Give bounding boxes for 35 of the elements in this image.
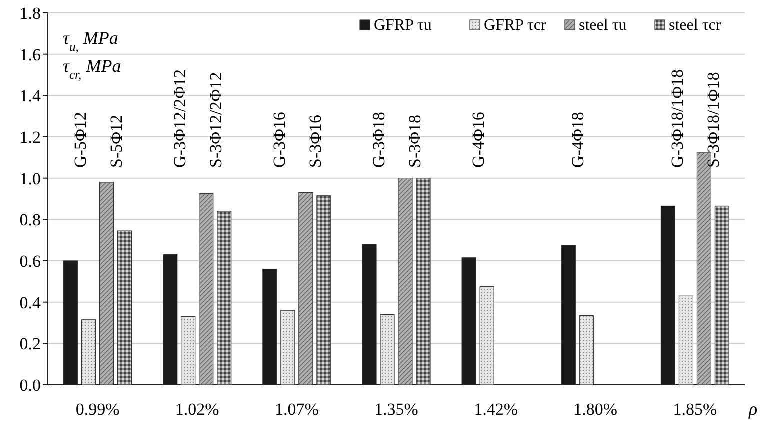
y-tick-label: 1.8 (20, 4, 41, 23)
legend-label: GFRP τcr (484, 17, 547, 34)
y-tick-label: 1.6 (20, 45, 41, 64)
y-tick-label: 1.2 (20, 128, 41, 147)
x-tick-label: 1.42% (474, 400, 518, 419)
x-tick-label: 0.99% (76, 400, 120, 419)
annotation: S-3Φ18 (406, 114, 424, 168)
legend-label: steel τu (579, 17, 627, 34)
annotation: S-3Φ18/1Φ18 (704, 72, 724, 168)
y-tick-label: 0.4 (20, 293, 42, 312)
annotation: G-3Φ12/2Φ12 (170, 69, 190, 168)
annotation: S-3Φ12/2Φ12 (206, 72, 226, 168)
y-tick-label: 0.2 (20, 334, 41, 354)
annotation: G-5Φ12 (70, 112, 90, 168)
annotation: G-3Φ18 (370, 112, 388, 168)
annotation: G-3Φ18/1Φ18 (668, 69, 688, 168)
y-axis-title: τ$_{u,}$ MPa τ$_{cr,}$ MPa (63, 28, 122, 82)
annotation: G-4Φ16 (469, 112, 488, 168)
annotation: G-4Φ18 (568, 112, 588, 168)
annotation: S-5Φ12 (106, 114, 126, 168)
y-tick-label: 0.0 (20, 376, 41, 395)
x-tick-label: 1.80% (574, 400, 618, 419)
legend-label: steel τcr (669, 17, 722, 34)
y-tick-label: 1.0 (20, 169, 41, 188)
x-tick-label: 1.85% (673, 400, 718, 419)
x-tick-label: 1.02% (175, 400, 220, 419)
x-tick-label: 1.07% (274, 400, 319, 419)
annotation: G-3Φ16 (270, 112, 289, 168)
y-tick-label: 0.6 (20, 252, 41, 271)
annotation: S-3Φ16 (306, 114, 325, 168)
x-axis-title: ρ (748, 399, 758, 419)
legend-label: GFRP τu (374, 17, 432, 34)
y-tick-label: 1.4 (20, 86, 42, 106)
x-tick-label: 1.35% (374, 400, 418, 419)
y-tick-label: 0.8 (20, 210, 41, 230)
